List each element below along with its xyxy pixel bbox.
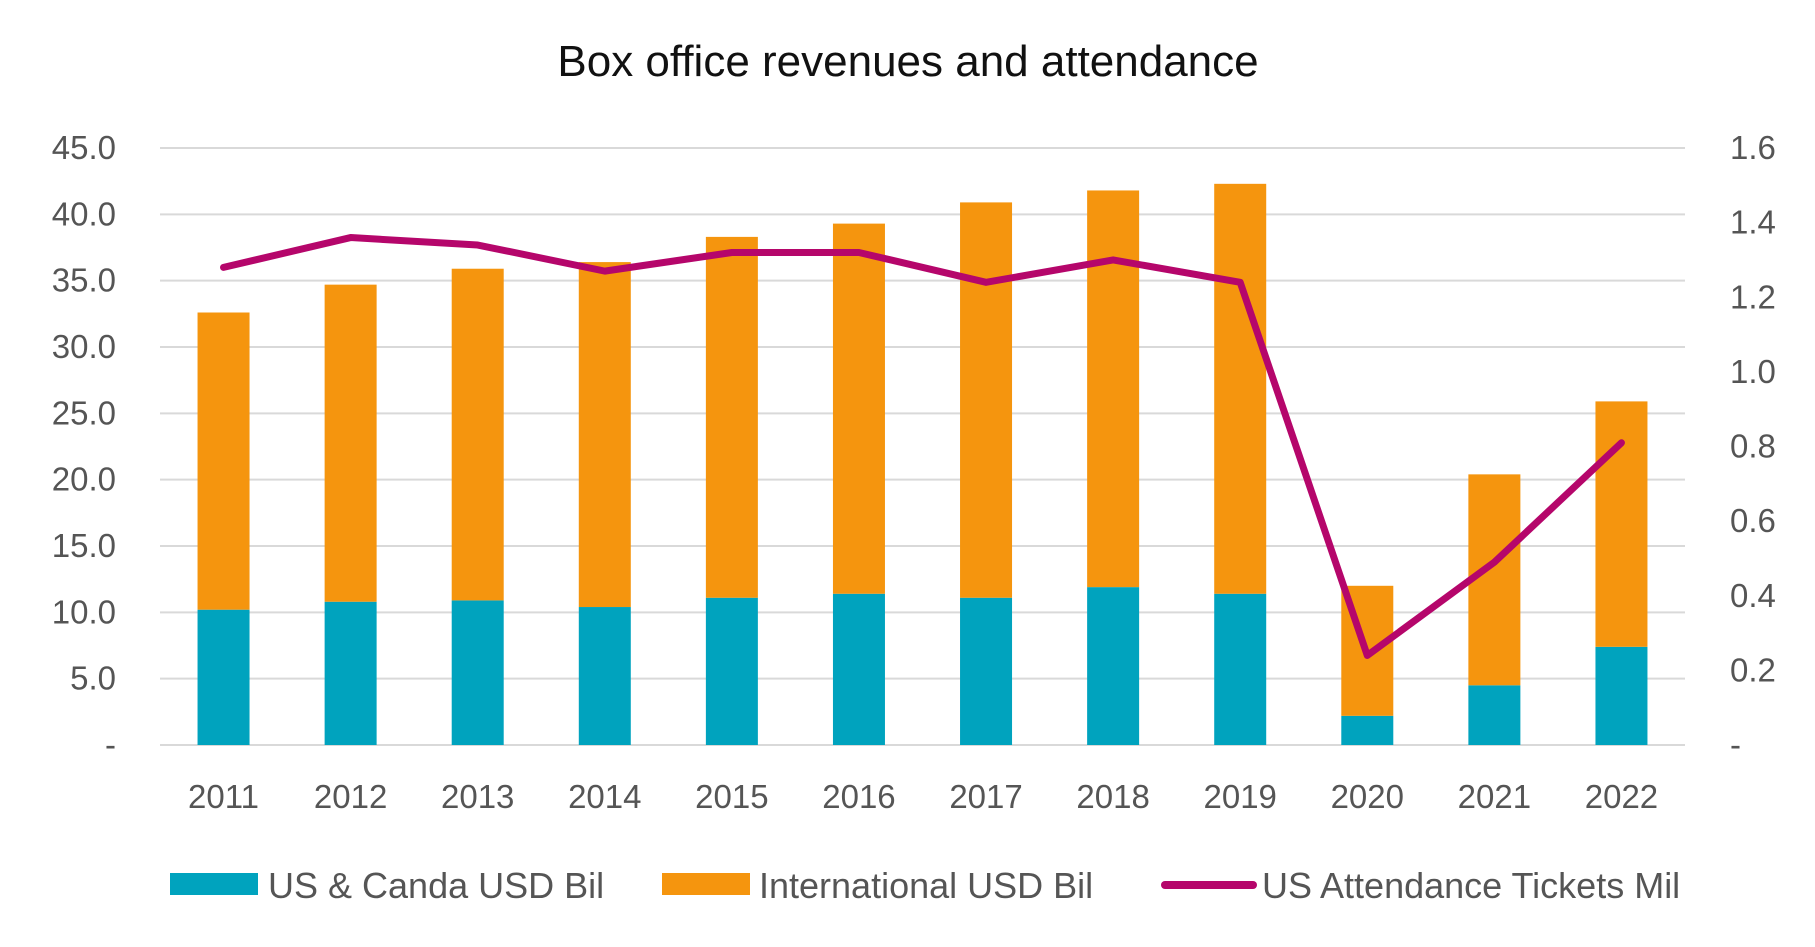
attendance-line-layer (220, 234, 1625, 659)
us-canada-bar (1341, 715, 1394, 745)
legend-label: International USD Bil (759, 865, 1093, 906)
international-bar (1087, 190, 1140, 588)
legend-label: US & Canda USD Bil (268, 865, 604, 906)
international-bar (1468, 474, 1521, 686)
us-canada-bar (324, 601, 377, 745)
bars (197, 183, 1648, 745)
legend-us-canada: US & Canda USD Bil (170, 865, 604, 906)
legend: US & Canda USD Bil International USD Bil U… (170, 865, 1680, 906)
right-y-axis: - 0.2 0.4 0.6 0.8 1.0 1.2 1.4 1.6 (1730, 129, 1776, 763)
right-tick-label: 0.2 (1730, 651, 1776, 688)
us-canada-bar (960, 597, 1013, 745)
x-tick-label: 2013 (441, 778, 514, 815)
us-canada-bar (578, 607, 631, 745)
international-bar (324, 284, 377, 602)
us-canada-bar (451, 600, 504, 745)
international-bar (197, 312, 250, 610)
us-canada-bar (705, 597, 758, 745)
gridlines (160, 147, 1685, 746)
left-y-axis: - 5.0 10.0 15.0 20.0 25.0 30.0 35.0 40.0 45.0 (52, 129, 116, 763)
international-bar (451, 268, 504, 601)
left-tick-label: 45.0 (52, 129, 116, 166)
x-tick-label: 2020 (1331, 778, 1404, 815)
us-canada-bar (1595, 646, 1648, 745)
x-tick-label: 2014 (568, 778, 641, 815)
left-tick-label: 25.0 (52, 394, 116, 431)
us-canada-bar (1214, 593, 1267, 745)
right-tick-label: 0.8 (1730, 428, 1776, 465)
us-canada-bar (1468, 685, 1521, 745)
x-tick-label: 2011 (188, 778, 259, 815)
right-tick-label: 1.0 (1730, 353, 1776, 390)
left-tick-label: - (105, 726, 116, 763)
left-tick-label: 35.0 (52, 262, 116, 299)
international-bar (832, 223, 885, 594)
international-bar (578, 262, 631, 608)
us-canada-bar (832, 593, 885, 745)
x-tick-label: 2022 (1585, 778, 1658, 815)
left-tick-label: 10.0 (52, 593, 116, 630)
international-bar (705, 236, 758, 598)
legend-swatch (170, 873, 258, 895)
right-tick-label: - (1730, 726, 1741, 763)
international-bar (1595, 401, 1648, 647)
right-tick-label: 1.6 (1730, 129, 1776, 166)
legend-label: US Attendance Tickets Mil (1262, 865, 1680, 906)
left-tick-label: 5.0 (70, 660, 116, 697)
x-tick-label: 2017 (949, 778, 1022, 815)
us-canada-bar (1087, 587, 1140, 745)
right-tick-label: 1.4 (1730, 204, 1776, 241)
x-tick-label: 2016 (822, 778, 895, 815)
legend-attendance: US Attendance Tickets Mil (1161, 865, 1680, 906)
left-tick-label: 20.0 (52, 461, 116, 498)
left-tick-label: 15.0 (52, 527, 116, 564)
legend-swatch (662, 873, 750, 895)
x-tick-label: 2019 (1203, 778, 1276, 815)
international-bar (1214, 183, 1267, 594)
right-tick-label: 1.2 (1730, 278, 1776, 315)
us-canada-bar (197, 609, 250, 745)
attendance-line (220, 234, 1625, 659)
legend-international: International USD Bil (662, 865, 1093, 906)
right-tick-label: 0.6 (1730, 502, 1776, 539)
x-tick-label: 2021 (1458, 778, 1531, 815)
x-tick-label: 2012 (314, 778, 387, 815)
right-tick-label: 0.4 (1730, 577, 1776, 614)
international-bar (960, 202, 1013, 598)
chart-title: Box office revenues and attendance (557, 37, 1258, 86)
x-axis: 2011 2012 2013 2014 2015 2016 2017 2018 2019 2020… (188, 778, 1658, 815)
x-tick-label: 2015 (695, 778, 768, 815)
x-tick-label: 2018 (1076, 778, 1149, 815)
left-tick-label: 30.0 (52, 328, 116, 365)
left-tick-label: 40.0 (52, 195, 116, 232)
